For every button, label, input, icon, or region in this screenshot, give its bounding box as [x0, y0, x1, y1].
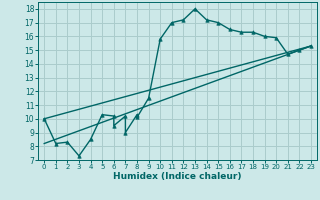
X-axis label: Humidex (Indice chaleur): Humidex (Indice chaleur) [113, 172, 242, 181]
